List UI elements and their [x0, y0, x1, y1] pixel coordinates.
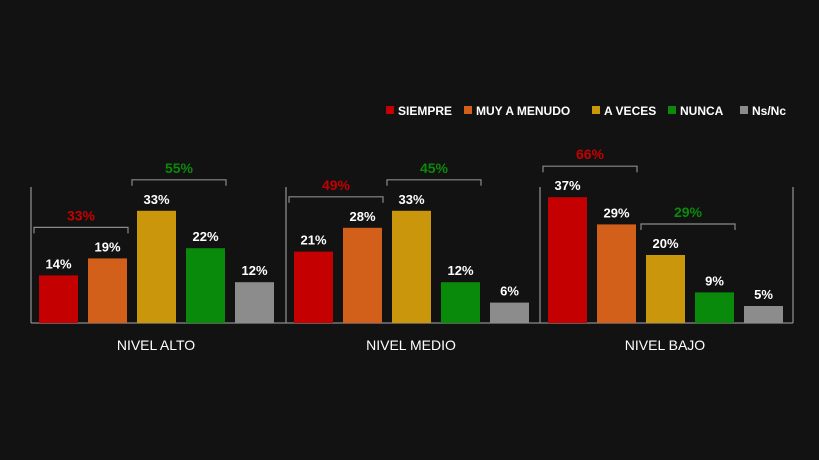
- data-label-nivel-bajo-a-veces: 20%: [652, 236, 678, 251]
- category-label-nivel-medio: NIVEL MEDIO: [366, 337, 456, 353]
- bar-nivel-bajo-ns-nc: [744, 306, 783, 323]
- bar-nivel-medio-muy-a-menudo: [343, 227, 382, 323]
- legend-swatch-siempre: [386, 106, 394, 114]
- bar-nivel-medio-ns-nc: [490, 302, 529, 323]
- legend-swatch-muy-a-menudo: [464, 106, 472, 114]
- bracket-nivel-alto-1: [131, 179, 227, 186]
- bar-nivel-bajo-muy-a-menudo: [597, 224, 636, 323]
- legend-label-a-veces: A VECES: [604, 104, 656, 118]
- legend-label-siempre: SIEMPRE: [398, 104, 452, 118]
- legend-label-muy-a-menudo: MUY A MENUDO: [476, 104, 570, 118]
- data-label-nivel-alto-siempre: 14%: [45, 256, 71, 271]
- bar-nivel-bajo-siempre: [548, 197, 587, 323]
- bar-nivel-alto-ns-nc: [235, 282, 274, 323]
- bar-nivel-alto-muy-a-menudo: [88, 258, 127, 323]
- data-label-nivel-alto-a-veces: 33%: [143, 192, 169, 207]
- legend-swatch-nunca: [668, 106, 676, 114]
- data-label-nivel-medio-siempre: 21%: [300, 233, 326, 248]
- bracket-total-nivel-medio-3: 45%: [420, 160, 449, 176]
- data-label-nivel-medio-muy-a-menudo: 28%: [349, 209, 375, 224]
- legend-swatch-a-veces: [592, 106, 600, 114]
- bar-nivel-medio-siempre: [294, 251, 333, 323]
- data-label-nivel-alto-nunca: 22%: [192, 229, 218, 244]
- data-label-nivel-medio-ns-nc: 6%: [500, 284, 519, 299]
- data-label-nivel-bajo-nunca: 9%: [705, 273, 724, 288]
- data-label-nivel-bajo-ns-nc: 5%: [754, 287, 773, 302]
- bracket-total-nivel-medio-2: 49%: [322, 177, 351, 193]
- data-label-nivel-alto-ns-nc: 12%: [241, 263, 267, 278]
- legend-label-nunca: NUNCA: [680, 104, 724, 118]
- data-label-nivel-medio-nunca: 12%: [447, 263, 473, 278]
- data-label-nivel-alto-muy-a-menudo: 19%: [94, 239, 120, 254]
- bracket-total-nivel-bajo-4: 66%: [576, 146, 605, 162]
- bracket-total-nivel-bajo-5: 29%: [674, 204, 703, 220]
- bracket-nivel-bajo-5: [640, 223, 736, 230]
- bar-nivel-medio-nunca: [441, 282, 480, 323]
- bar-nivel-bajo-a-veces: [646, 255, 685, 323]
- category-label-nivel-bajo: NIVEL BAJO: [625, 337, 706, 353]
- bracket-total-nivel-alto-0: 33%: [67, 207, 96, 223]
- bracket-nivel-bajo-4: [542, 165, 638, 173]
- bracket-total-nivel-alto-1: 55%: [165, 160, 194, 176]
- bracket-nivel-medio-2: [288, 196, 384, 203]
- data-label-nivel-bajo-siempre: 37%: [554, 178, 580, 193]
- category-label-nivel-alto: NIVEL ALTO: [117, 337, 195, 353]
- bracket-nivel-medio-3: [386, 179, 482, 186]
- data-label-nivel-bajo-muy-a-menudo: 29%: [603, 205, 629, 220]
- bracket-nivel-alto-0: [33, 226, 129, 234]
- bar-nivel-alto-siempre: [39, 275, 78, 323]
- data-label-nivel-medio-a-veces: 33%: [398, 192, 424, 207]
- legend-label-ns-nc: Ns/Nc: [752, 104, 786, 118]
- bar-nivel-bajo-nunca: [695, 292, 734, 323]
- bar-nivel-alto-a-veces: [137, 210, 176, 323]
- legend-swatch-ns-nc: [740, 106, 748, 114]
- bar-nivel-medio-a-veces: [392, 210, 431, 323]
- bar-nivel-alto-nunca: [186, 248, 225, 323]
